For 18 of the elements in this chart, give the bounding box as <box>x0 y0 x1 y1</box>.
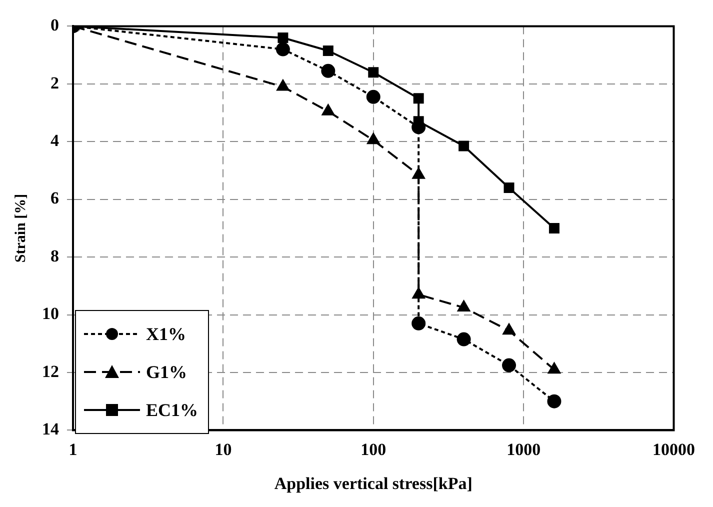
y-tick-label: 8 <box>50 246 59 266</box>
x-axis-title: Applies vertical stress[kPa] <box>274 474 472 494</box>
y-axis-title: Strain [%] <box>12 194 29 263</box>
x-tick-label: 100 <box>360 440 386 459</box>
x-tick-label: 10000 <box>652 440 695 459</box>
legend-label: X1% <box>146 324 186 345</box>
y-tick-label: 10 <box>42 304 59 324</box>
y-tick-label: 6 <box>50 188 59 208</box>
y-tick-label: 0 <box>50 16 59 35</box>
x-tick-label: 1000 <box>506 440 541 459</box>
y-tick-label: 4 <box>50 131 60 150</box>
y-tick-label: 14 <box>42 420 60 439</box>
x-tick-label: 10 <box>214 440 232 459</box>
y-tick-label: 2 <box>50 73 59 92</box>
legend-label: EC1% <box>146 400 198 421</box>
x-tick-label: 1 <box>68 440 78 459</box>
legend-label: G1% <box>146 362 188 383</box>
y-tick-label: 12 <box>42 362 59 381</box>
